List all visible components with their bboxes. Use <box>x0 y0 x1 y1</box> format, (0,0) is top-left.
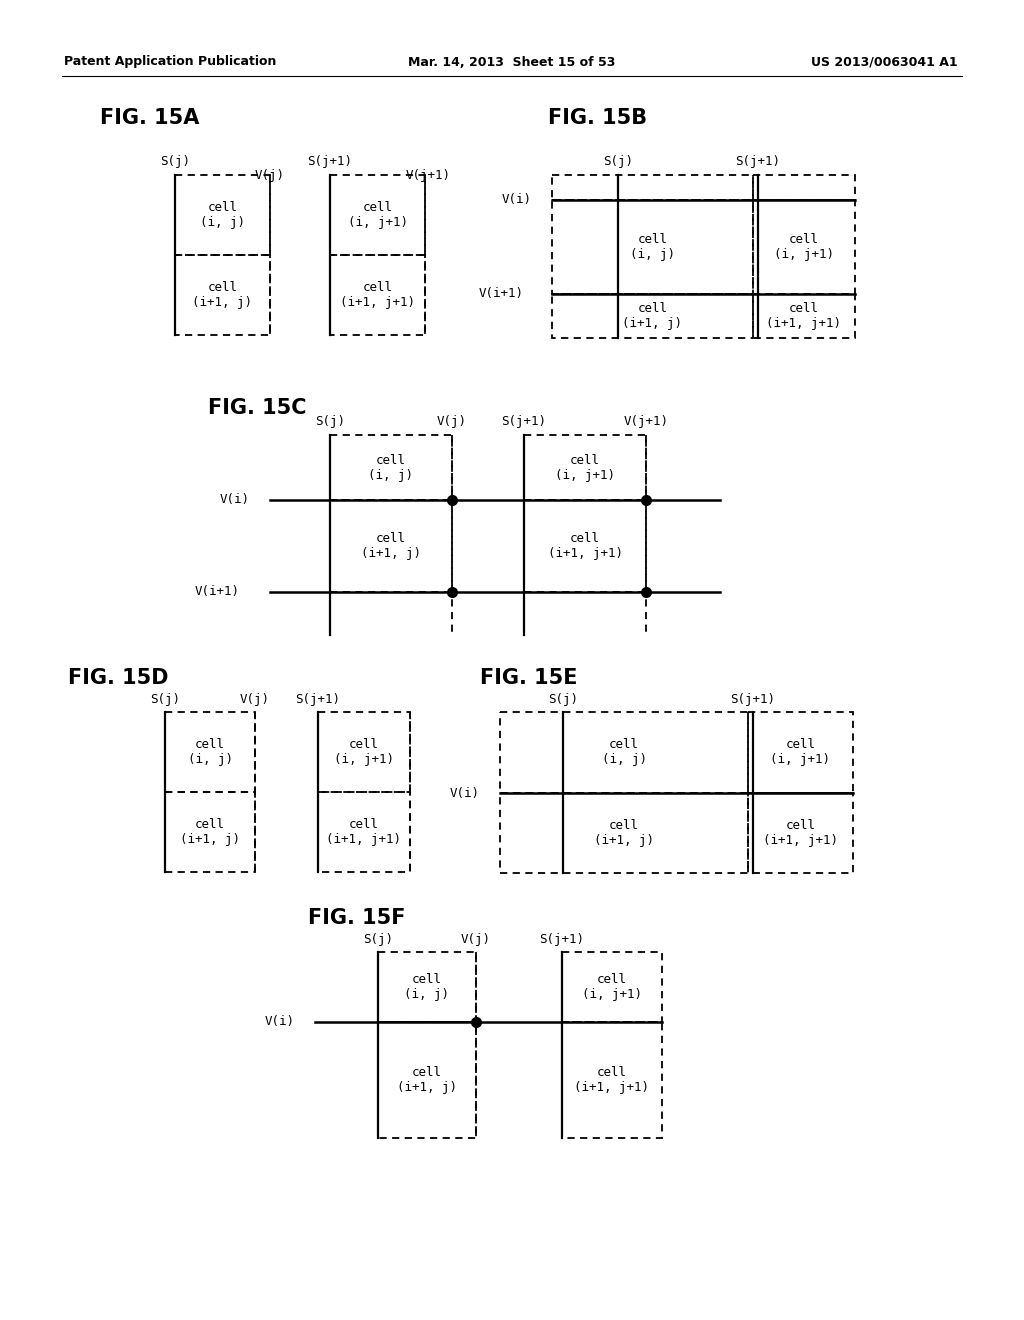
Text: S(j+1): S(j+1) <box>735 156 780 169</box>
Text: cell
(i+1, j+1): cell (i+1, j+1) <box>767 302 842 330</box>
Text: FIG. 15E: FIG. 15E <box>480 668 578 688</box>
Text: V(j): V(j) <box>437 416 467 429</box>
Text: cell
(i+1, j): cell (i+1, j) <box>193 281 253 309</box>
Text: US 2013/0063041 A1: US 2013/0063041 A1 <box>811 55 958 69</box>
Text: V(i): V(i) <box>265 1015 295 1028</box>
Text: FIG. 15D: FIG. 15D <box>68 668 169 688</box>
Text: FIG. 15B: FIG. 15B <box>548 108 647 128</box>
Text: cell
(i, j+1): cell (i, j+1) <box>582 973 642 1001</box>
Text: cell
(i, j): cell (i, j) <box>200 201 245 228</box>
Text: cell
(i+1, j): cell (i+1, j) <box>623 302 683 330</box>
Text: V(j): V(j) <box>461 933 490 946</box>
Text: cell
(i, j+1): cell (i, j+1) <box>347 201 408 228</box>
Text: cell
(i+1, j+1): cell (i+1, j+1) <box>763 818 838 847</box>
Text: cell
(i, j): cell (i, j) <box>630 234 675 261</box>
Text: S(j): S(j) <box>315 416 345 429</box>
Text: V(i+1): V(i+1) <box>479 288 524 301</box>
Text: cell
(i+1, j+1): cell (i+1, j+1) <box>340 281 415 309</box>
Text: S(j+1): S(j+1) <box>730 693 775 706</box>
Text: V(j): V(j) <box>255 169 285 182</box>
Text: S(j): S(j) <box>160 156 190 169</box>
Text: cell
(i+1, j): cell (i+1, j) <box>397 1067 457 1094</box>
Text: V(j+1): V(j+1) <box>406 169 451 182</box>
Text: S(j+1): S(j+1) <box>296 693 341 706</box>
Text: S(j): S(j) <box>603 156 633 169</box>
Text: cell
(i, j+1): cell (i, j+1) <box>555 454 615 482</box>
Text: S(j+1): S(j+1) <box>502 416 547 429</box>
Text: V(j+1): V(j+1) <box>624 416 669 429</box>
Text: S(j): S(j) <box>548 693 578 706</box>
Text: S(j): S(j) <box>150 693 180 706</box>
Text: cell
(i, j): cell (i, j) <box>601 738 646 767</box>
Text: FIG. 15C: FIG. 15C <box>208 399 306 418</box>
Text: cell
(i, j+1): cell (i, j+1) <box>334 738 394 766</box>
Text: cell
(i, j): cell (i, j) <box>404 973 450 1001</box>
Text: cell
(i, j+1): cell (i, j+1) <box>774 234 834 261</box>
Text: FIG. 15F: FIG. 15F <box>308 908 406 928</box>
Text: FIG. 15A: FIG. 15A <box>100 108 200 128</box>
Text: S(j+1): S(j+1) <box>307 156 352 169</box>
Text: cell
(i+1, j+1): cell (i+1, j+1) <box>548 532 623 560</box>
Text: cell
(i+1, j): cell (i+1, j) <box>180 818 240 846</box>
Text: S(j): S(j) <box>362 933 393 946</box>
Text: V(i): V(i) <box>220 494 250 507</box>
Text: cell
(i, j+1): cell (i, j+1) <box>770 738 830 767</box>
Text: V(i): V(i) <box>450 787 480 800</box>
Text: cell
(i+1, j+1): cell (i+1, j+1) <box>574 1067 649 1094</box>
Text: Patent Application Publication: Patent Application Publication <box>63 55 276 69</box>
Text: cell
(i+1, j): cell (i+1, j) <box>361 532 421 560</box>
Text: cell
(i, j): cell (i, j) <box>187 738 232 766</box>
Text: S(j+1): S(j+1) <box>540 933 585 946</box>
Text: cell
(i+1, j): cell (i+1, j) <box>594 818 654 847</box>
Text: cell
(i+1, j+1): cell (i+1, j+1) <box>327 818 401 846</box>
Text: cell
(i, j): cell (i, j) <box>369 454 414 482</box>
Text: V(i+1): V(i+1) <box>195 586 240 598</box>
Text: Mar. 14, 2013  Sheet 15 of 53: Mar. 14, 2013 Sheet 15 of 53 <box>409 55 615 69</box>
Text: V(j): V(j) <box>240 693 270 706</box>
Text: V(i): V(i) <box>502 194 532 206</box>
